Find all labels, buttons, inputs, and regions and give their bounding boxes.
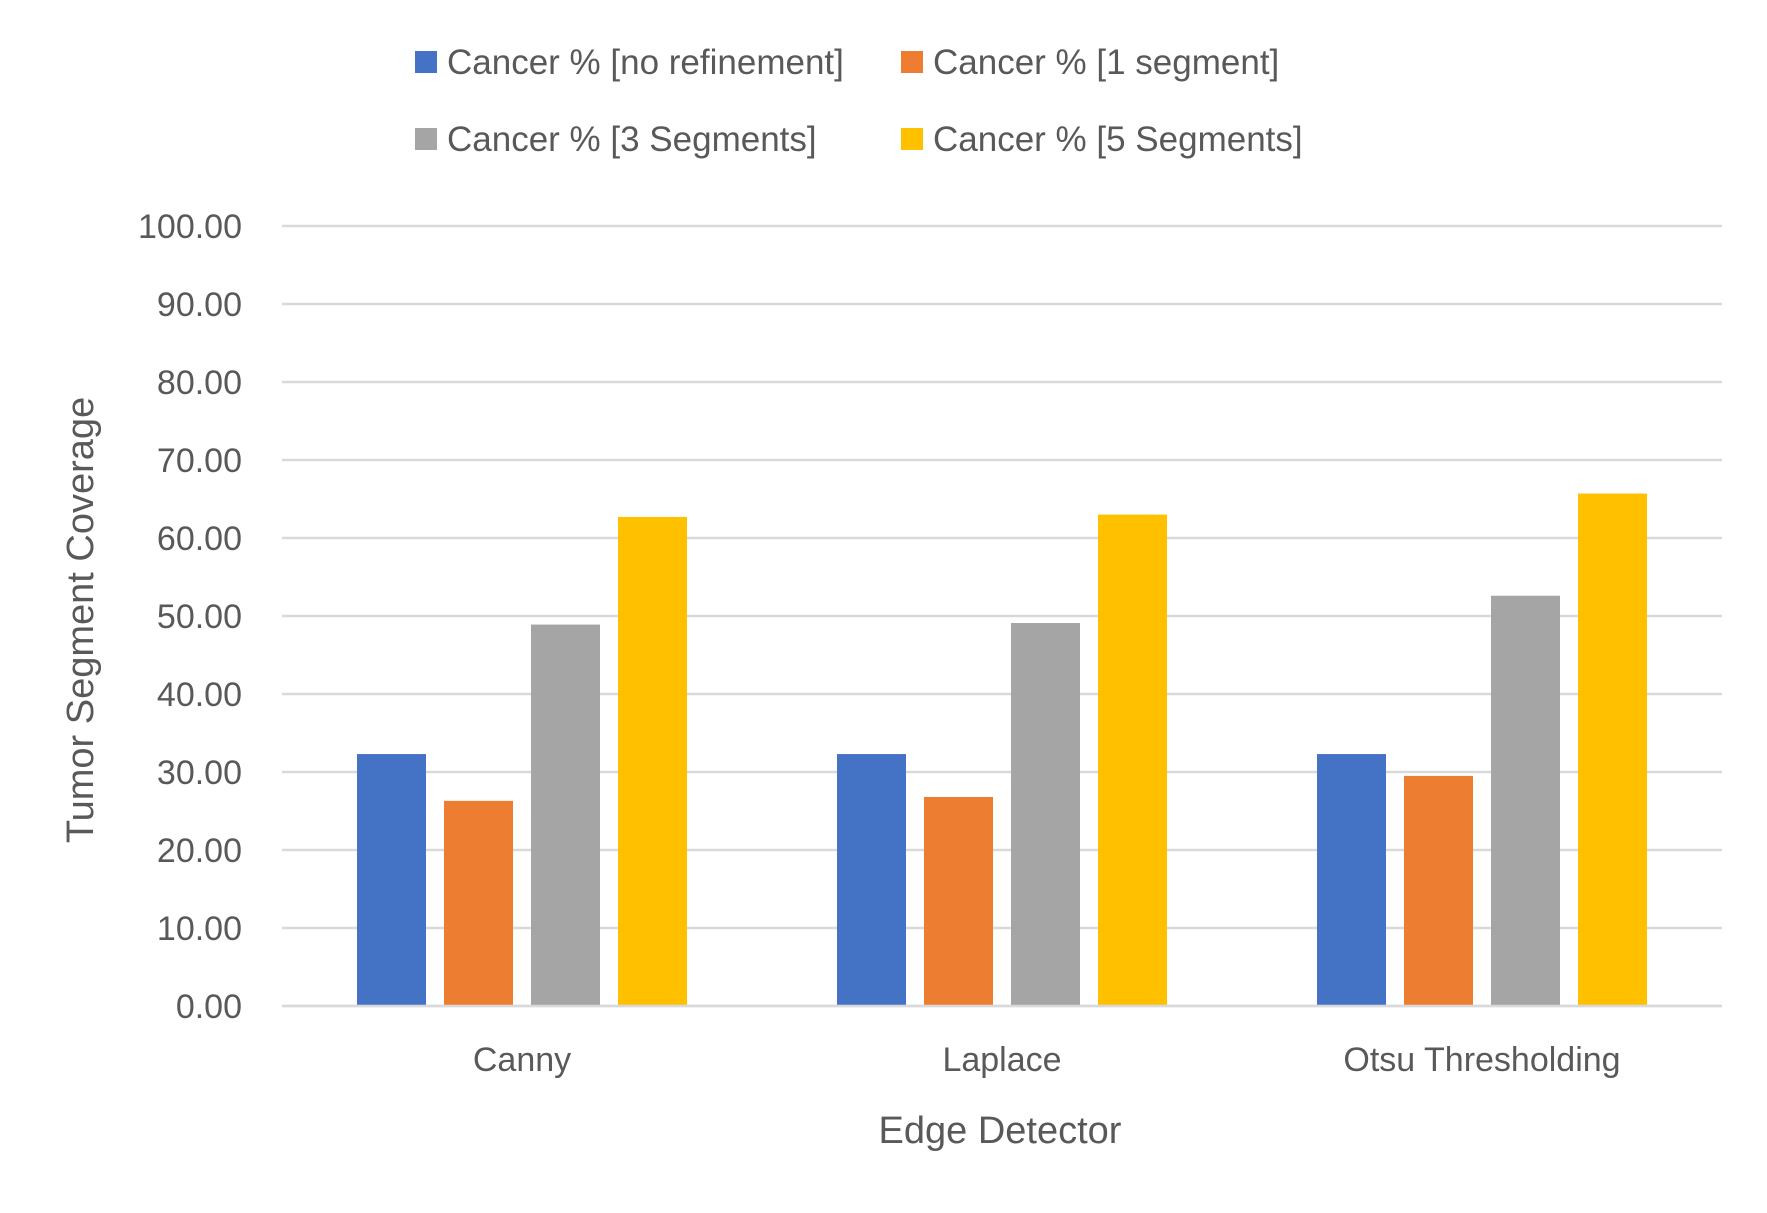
y-tick-label: 100.00 [138, 208, 242, 246]
bar-canny-series-1 [357, 754, 426, 1006]
x-axis: Canny Laplace Otsu Thresholding [473, 1041, 1621, 1079]
legend-swatch [415, 51, 437, 73]
y-tick-label: 70.00 [157, 442, 242, 480]
legend-label: Cancer % [1 segment] [933, 43, 1279, 82]
legend-label: Cancer % [no refinement] [447, 43, 844, 82]
bar-otsu-thresholding-series-3 [1491, 595, 1560, 1006]
bar-laplace-series-3 [1011, 623, 1080, 1006]
bar-otsu-thresholding-series-1 [1317, 754, 1386, 1006]
y-axis-title: Tumor Segment Coverage [60, 397, 102, 843]
legend: Cancer % [no refinement] Cancer % [1 segm… [415, 43, 1303, 159]
bar-otsu-thresholding-series-4 [1578, 493, 1647, 1006]
y-tick-label: 50.00 [157, 598, 242, 636]
legend-swatch [415, 128, 437, 150]
bar-laplace-series-2 [924, 796, 993, 1006]
bar-otsu-thresholding-series-2 [1404, 775, 1473, 1006]
x-tick-label: Laplace [942, 1041, 1061, 1079]
y-tick-label: 60.00 [157, 520, 242, 558]
legend-item: Cancer % [no refinement] [415, 43, 844, 82]
y-tick-label: 0.00 [176, 988, 242, 1026]
legend-item: Cancer % [5 Segments] [901, 120, 1303, 159]
y-tick-label: 40.00 [157, 676, 242, 714]
y-tick-label: 80.00 [157, 364, 242, 402]
y-tick-label: 10.00 [157, 910, 242, 948]
y-tick-label: 30.00 [157, 754, 242, 792]
x-tick-label: Otsu Thresholding [1343, 1041, 1620, 1079]
legend-item: Cancer % [1 segment] [901, 43, 1279, 82]
bar-laplace-series-4 [1098, 514, 1167, 1006]
legend-swatch [901, 128, 923, 150]
legend-label: Cancer % [3 Segments] [447, 120, 817, 159]
bar-canny-series-3 [531, 624, 600, 1006]
bar-canny-series-4 [618, 516, 687, 1006]
legend-label: Cancer % [5 Segments] [933, 120, 1303, 159]
gridlines [282, 224, 1722, 1008]
y-tick-label: 20.00 [157, 832, 242, 870]
bar-laplace-series-1 [837, 754, 906, 1006]
legend-item: Cancer % [3 Segments] [415, 120, 817, 159]
x-tick-label: Canny [473, 1041, 571, 1079]
legend-swatch [901, 51, 923, 73]
y-tick-label: 90.00 [157, 286, 242, 324]
bars [282, 493, 1722, 1008]
x-axis-title: Edge Detector [879, 1110, 1122, 1152]
bar-canny-series-2 [444, 800, 513, 1006]
y-axis: 0.00 10.00 20.00 30.00 40.00 50.00 60.00 70.00 8… [138, 208, 242, 1026]
